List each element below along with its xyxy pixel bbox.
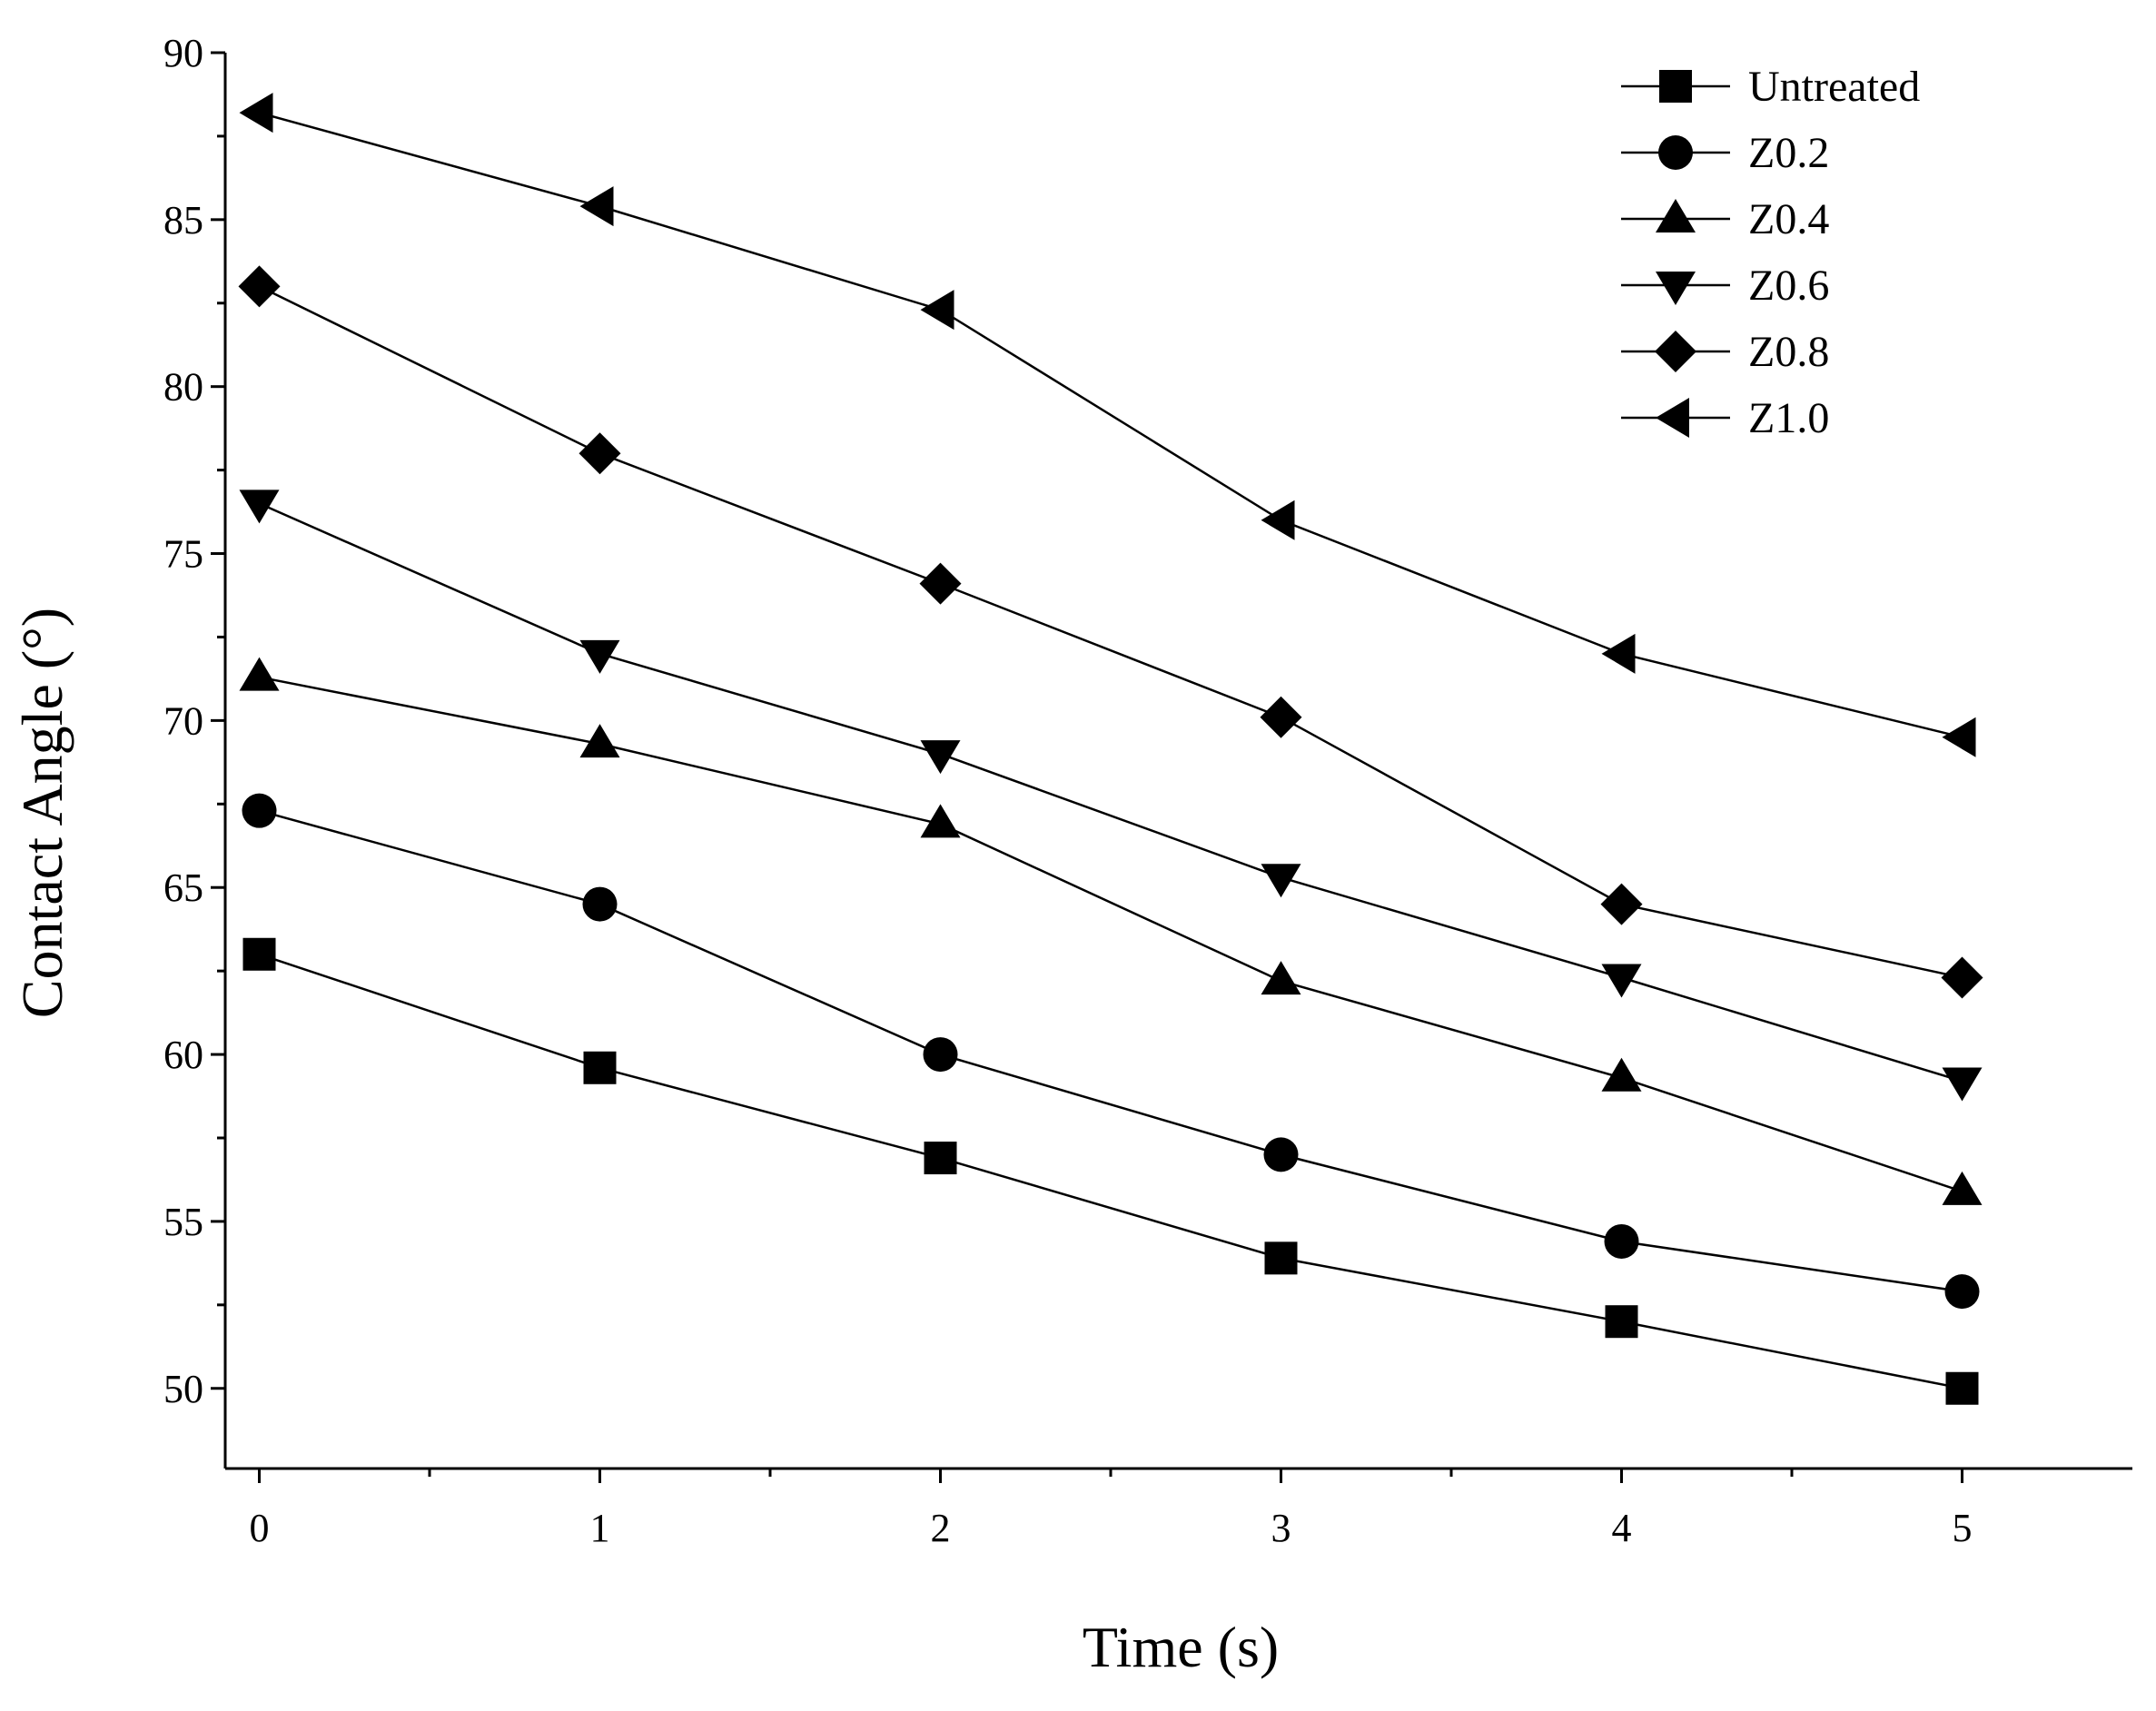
data-point <box>1945 1371 1979 1405</box>
data-point <box>1942 717 1976 757</box>
data-point <box>1601 633 1636 674</box>
legend-marker <box>1656 272 1696 305</box>
data-point <box>1601 1057 1642 1092</box>
data-point <box>239 657 280 691</box>
y-tick-label: 55 <box>163 1200 203 1244</box>
y-tick-label: 60 <box>163 1033 203 1077</box>
data-point <box>919 562 962 605</box>
series-z1-0 <box>239 93 1976 757</box>
y-tick-label: 65 <box>163 865 203 910</box>
x-tick-label: 4 <box>1612 1506 1632 1550</box>
x-tick-label: 2 <box>931 1506 951 1550</box>
data-point <box>1261 864 1301 898</box>
data-point <box>242 937 276 971</box>
series-z0-2 <box>242 793 1980 1310</box>
y-tick-label: 90 <box>163 31 203 75</box>
series-line <box>259 111 1963 738</box>
data-point <box>924 1142 957 1175</box>
data-point <box>920 804 961 838</box>
data-point <box>242 793 277 828</box>
data-point <box>1260 696 1302 738</box>
legend: Untreated Z0.2 Z0.4 Z0.6 Z0.8 Z1.0 <box>1621 63 1920 442</box>
x-tick-label: 1 <box>590 1506 610 1550</box>
series-line <box>258 285 1963 979</box>
axes: 50 55 60 65 70 75 80 85 90 0 1 2 3 4 5 <box>163 31 2132 1550</box>
y-tick-label: 75 <box>163 532 203 577</box>
data-point <box>1601 964 1642 998</box>
data-point <box>1944 1274 1980 1310</box>
legend-item: Z0.8 <box>1621 328 1829 376</box>
data-point <box>238 265 281 308</box>
data-point <box>1263 1137 1299 1172</box>
series-z0-8 <box>238 265 1983 999</box>
legend-label: Z1.0 <box>1748 394 1829 442</box>
data-point <box>239 490 280 524</box>
data-point <box>582 886 618 922</box>
data-point <box>239 93 273 134</box>
data-point <box>579 639 620 674</box>
legend-label: Z0.8 <box>1748 328 1829 376</box>
x-axis-title: Time (s) <box>1083 1615 1279 1679</box>
series-line <box>259 676 1963 1193</box>
data-point <box>1600 883 1643 925</box>
legend-marker <box>1656 398 1689 438</box>
legend-item: Untreated <box>1621 63 1920 111</box>
legend-label: Z0.4 <box>1748 195 1829 243</box>
x-tick-label: 3 <box>1271 1506 1291 1550</box>
series-line <box>259 809 1963 1293</box>
data-point <box>583 1051 617 1084</box>
series-untreated <box>242 937 1979 1405</box>
series-z0-6 <box>239 490 1983 1102</box>
data-point <box>1261 961 1301 995</box>
y-axis-title: Contact Angle (°) <box>10 608 74 1018</box>
legend-marker <box>1659 70 1692 103</box>
legend-item: Z0.4 <box>1621 195 1829 243</box>
y-tick-label: 85 <box>163 198 203 242</box>
data-point <box>1942 1171 1983 1205</box>
y-tick-label: 70 <box>163 698 203 743</box>
data-point <box>1604 1223 1639 1259</box>
series-line <box>259 953 1963 1390</box>
y-tick-label: 80 <box>163 365 203 410</box>
legend-marker <box>1656 199 1696 232</box>
data-point <box>923 1037 958 1073</box>
legend-label: Z0.2 <box>1748 129 1829 177</box>
legend-label: Z0.6 <box>1748 262 1829 310</box>
legend-marker <box>1658 135 1693 170</box>
x-tick-label: 5 <box>1953 1506 1973 1550</box>
data-point <box>1261 499 1295 540</box>
legend-marker <box>1655 331 1696 372</box>
series-z0-4 <box>239 657 1983 1205</box>
data-point <box>1942 1067 1983 1102</box>
y-tick-label: 50 <box>163 1367 203 1411</box>
series-line <box>258 502 1963 1083</box>
legend-item: Z1.0 <box>1621 394 1829 442</box>
data-point <box>579 432 621 475</box>
legend-item: Z0.2 <box>1621 129 1829 177</box>
legend-label: Untreated <box>1748 63 1920 111</box>
data-point <box>920 290 954 331</box>
data-point <box>1605 1305 1638 1339</box>
legend-item: Z0.6 <box>1621 262 1829 310</box>
data-point <box>579 724 620 758</box>
data-point <box>579 186 614 227</box>
series-group <box>238 93 1983 1405</box>
data-point <box>1264 1241 1298 1275</box>
data-point <box>1941 956 1983 999</box>
data-point <box>920 740 961 775</box>
x-tick-label: 0 <box>250 1506 270 1550</box>
